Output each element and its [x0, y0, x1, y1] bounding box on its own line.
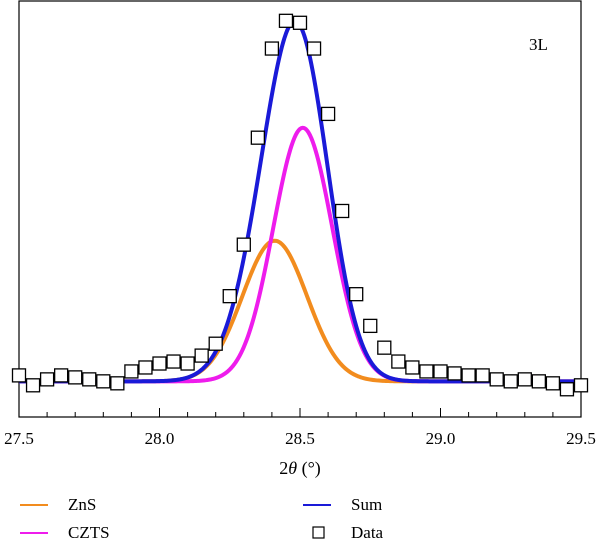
- data-point: [320, 106, 336, 122]
- series-line-zns: [18, 238, 582, 384]
- data-point: [391, 354, 406, 369]
- x-tick-label: 28.5: [285, 429, 315, 448]
- data-point: [264, 41, 280, 56]
- data-point: [39, 372, 55, 387]
- data-point: [306, 41, 322, 56]
- data-point: [517, 372, 532, 387]
- data-point: [334, 203, 350, 219]
- legend-label: ZnS: [68, 495, 96, 514]
- data-point: [236, 237, 251, 252]
- legend-label: Data: [351, 523, 384, 542]
- legend-swatch: [312, 526, 325, 539]
- x-axis-ticks: [18, 408, 582, 417]
- data-point: [377, 340, 392, 355]
- x-axis-label-symbol: θ: [288, 458, 297, 478]
- x-axis-label-unit: (°): [297, 458, 321, 479]
- x-tick-label: 28.0: [145, 429, 175, 448]
- series-line-sum: [18, 19, 582, 384]
- data-point: [54, 368, 69, 383]
- data-point: [82, 372, 97, 387]
- x-axis-label-prefix: 2: [279, 458, 288, 478]
- data-point: [363, 318, 378, 334]
- data-point: [68, 370, 83, 385]
- data-point: [503, 374, 518, 389]
- data-point: [166, 354, 181, 369]
- data-point: [489, 372, 504, 387]
- data-point: [152, 356, 167, 371]
- data-point: [250, 130, 266, 145]
- data-point: [25, 378, 41, 393]
- data-point: [278, 13, 294, 28]
- data-point: [559, 382, 575, 397]
- data-point: [138, 360, 153, 375]
- plot-frame: [18, 0, 582, 418]
- data-point: [124, 364, 139, 379]
- legend: ZnS CZTS Sum Data: [20, 495, 384, 542]
- data-point: [531, 374, 546, 389]
- data-point: [419, 364, 434, 379]
- data-point: [349, 287, 364, 302]
- data-point: [433, 364, 448, 379]
- fit-curves: [18, 19, 582, 384]
- data-point: [461, 368, 476, 383]
- legend-item-sum: Sum: [303, 495, 382, 514]
- series-line-czts: [18, 125, 582, 384]
- x-axis-tick-labels: 27.5 28.0 28.5 29.0 29.5: [4, 429, 596, 448]
- data-point: [447, 366, 462, 381]
- x-tick-label: 29.0: [426, 429, 456, 448]
- legend-label: Sum: [351, 495, 382, 514]
- data-markers: [11, 13, 589, 397]
- data-point: [222, 289, 237, 304]
- data-point: [292, 15, 308, 30]
- data-point: [545, 376, 561, 391]
- legend-item-czts: CZTS: [20, 523, 110, 542]
- legend-item-data: Data: [312, 523, 384, 542]
- data-point: [11, 368, 27, 383]
- legend-label: CZTS: [68, 523, 110, 542]
- data-point: [110, 376, 125, 391]
- data-point: [573, 378, 589, 393]
- data-point: [475, 368, 490, 383]
- data-point: [194, 348, 209, 363]
- data-point: [208, 336, 223, 351]
- panel-label: 3L: [529, 35, 548, 54]
- data-point: [405, 360, 420, 375]
- x-tick-label: 27.5: [4, 429, 34, 448]
- legend-item-zns: ZnS: [20, 495, 96, 514]
- data-point: [96, 374, 111, 389]
- x-tick-label: 29.5: [566, 429, 596, 448]
- data-point: [180, 356, 195, 371]
- x-axis-label: 2θ (°): [279, 458, 321, 479]
